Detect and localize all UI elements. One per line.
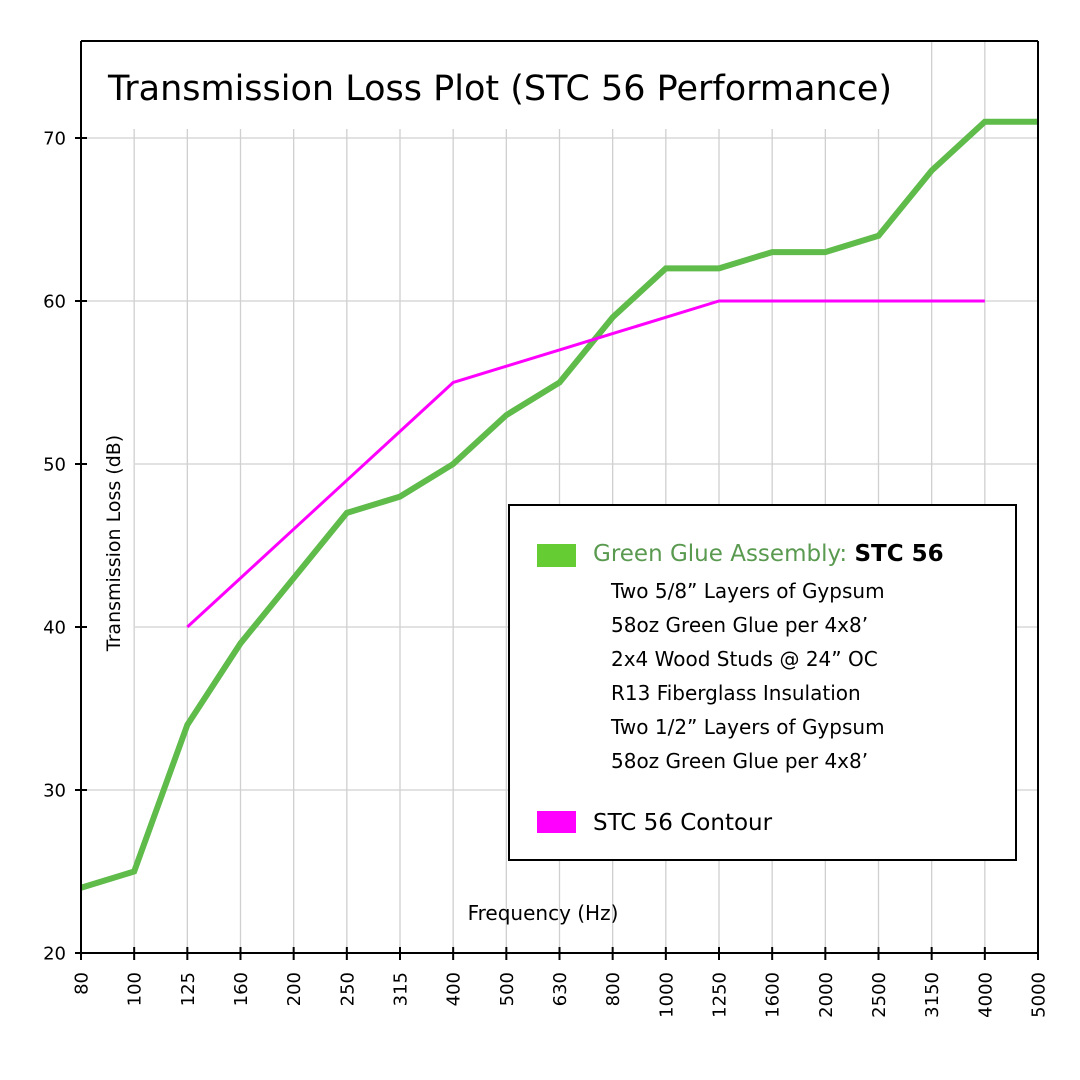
series-line-contour [186, 299, 985, 629]
x-tick-label: 125 [178, 972, 199, 1006]
y-tick-label: 30 [43, 781, 66, 802]
y-tick-label: 40 [43, 618, 66, 639]
x-tick-label: 500 [497, 972, 518, 1006]
x-tick-label: 1250 [710, 972, 731, 1018]
x-tick-label: 100 [125, 972, 146, 1006]
y-tick-label: 20 [43, 944, 66, 965]
x-tick-label: 250 [337, 972, 358, 1006]
x-tick-label: 630 [550, 972, 571, 1006]
legend-detail: Two 5/8” Layers of Gypsum [610, 579, 885, 603]
chart-title: Transmission Loss Plot (STC 56 Performan… [107, 69, 892, 109]
legend-label-contour: STC 56 Contour [593, 810, 773, 836]
legend-detail: Two 1/2” Layers of Gypsum [610, 715, 885, 739]
x-tick-label: 80 [72, 972, 93, 995]
x-tick-label: 315 [391, 972, 412, 1006]
x-tick-label: 2500 [869, 972, 890, 1018]
legend-box [508, 504, 1017, 861]
y-tick-label: 60 [43, 292, 66, 313]
legend-item-green-glue: Green Glue Assembly: STC 56 [593, 541, 944, 567]
x-tick-label: 200 [284, 972, 305, 1006]
x-tick-label: 5000 [1029, 972, 1050, 1018]
legend-detail: 58oz Green Glue per 4x8’ [611, 749, 868, 773]
legend-detail: 2x4 Wood Studs @ 24” OC [611, 647, 878, 671]
legend-swatch-contour [537, 811, 576, 833]
y-tick-label: 50 [43, 455, 66, 476]
x-tick-label: 4000 [975, 972, 996, 1018]
x-tick-label: 2000 [816, 972, 837, 1018]
legend: Green Glue Assembly: STC 56 Two 5/8” Lay… [508, 504, 1017, 861]
y-axis-label: Transmission Loss (dB) [103, 435, 125, 652]
axis-ticks: 80 100 125 160 200 250 315 400 500 630 800 1000 1250… [43, 129, 1049, 1018]
series-lines [80, 118, 1039, 891]
y-tick-label: 70 [43, 129, 66, 150]
legend-label-stc-value: STC 56 [854, 541, 943, 567]
legend-detail: 58oz Green Glue per 4x8’ [611, 613, 868, 637]
x-tick-label: 400 [444, 972, 465, 1006]
legend-label-green-glue: Green Glue Assembly: [593, 541, 854, 567]
x-tick-label: 3150 [922, 972, 943, 1018]
x-tick-label: 160 [231, 972, 252, 1006]
x-tick-label: 800 [603, 972, 624, 1006]
x-tick-label: 1000 [656, 972, 677, 1018]
legend-detail: R13 Fiberglass Insulation [611, 681, 861, 705]
legend-swatch-green-glue [537, 544, 576, 567]
x-axis-label: Frequency (Hz) [468, 901, 619, 925]
x-tick-label: 1600 [763, 972, 784, 1018]
